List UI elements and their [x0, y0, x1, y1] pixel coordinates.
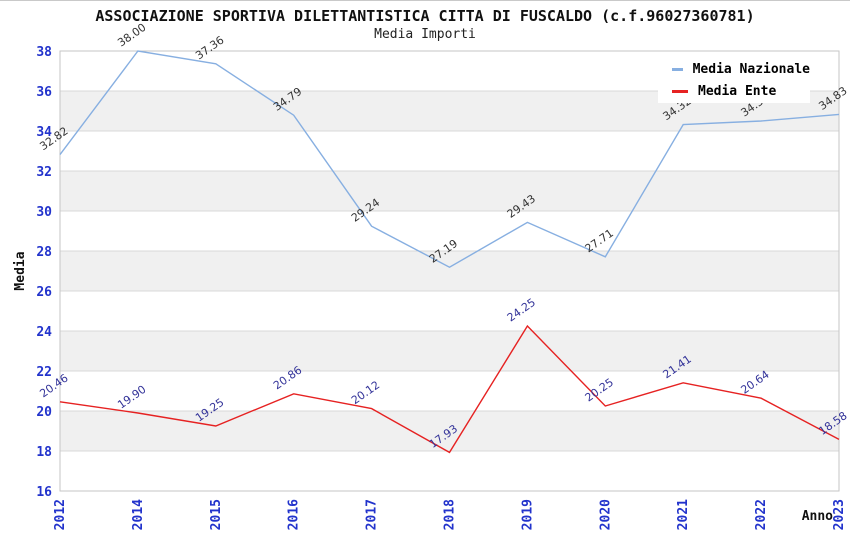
point-label: 19.90 — [115, 383, 148, 412]
plot-border — [59, 50, 840, 492]
series-line-media-ente — [59, 324, 840, 454]
x-tick-label: 2022 — [754, 499, 769, 530]
grid-band — [60, 331, 839, 371]
y-axis-title: Media — [13, 251, 28, 290]
y-tick-label: 24 — [36, 325, 52, 340]
x-tick-label: 2015 — [209, 499, 224, 530]
series-line-media-nazionale — [59, 50, 840, 268]
point-label: 38.00 — [115, 21, 148, 50]
y-tick-label: 38 — [36, 45, 52, 60]
y-tick-label: 30 — [36, 205, 52, 220]
y-tick-label: 22 — [36, 365, 52, 380]
y-tick-label: 26 — [36, 285, 52, 300]
point-label: 20.64 — [738, 368, 771, 397]
grid-band — [60, 171, 839, 211]
chart-title: ASSOCIAZIONE SPORTIVA DILETTANTISTICA CI… — [95, 7, 755, 25]
x-tick-label: 2020 — [598, 499, 613, 530]
y-tick-label: 34 — [36, 125, 52, 140]
x-tick-label: 2021 — [676, 499, 691, 530]
y-tick-label: 28 — [36, 245, 52, 260]
y-tick-label: 36 — [36, 85, 52, 100]
legend-item-media-nazionale: Media Nazionale — [672, 62, 810, 77]
media-ente-line-marker-icon — [672, 89, 688, 93]
point-label: 24.25 — [505, 296, 538, 325]
point-label: 37.36 — [193, 34, 226, 63]
x-tick-label: 2023 — [832, 499, 847, 530]
x-tick-label: 2019 — [520, 499, 535, 530]
legend-item-media-ente: Media Ente — [672, 84, 810, 99]
x-tick-label: 2018 — [443, 499, 458, 530]
legend-label: Media Nazionale — [692, 61, 810, 77]
x-axis-title: Anno — [802, 509, 833, 524]
y-tick-label: 16 — [36, 485, 52, 500]
x-tick-label: 2014 — [131, 499, 146, 530]
y-tick-label: 32 — [36, 165, 52, 180]
x-tick-label: 2012 — [53, 499, 68, 530]
x-tick-label: 2017 — [365, 499, 380, 530]
y-tick-label: 20 — [36, 405, 52, 420]
grid-band — [60, 411, 839, 451]
x-tick-label: 2016 — [287, 499, 302, 530]
y-tick-label: 18 — [36, 445, 52, 460]
legend-box: Media Nazionale Media Ente — [658, 57, 810, 103]
point-label: 20.12 — [349, 378, 382, 407]
grid-band — [60, 251, 839, 291]
chart-subtitle: Media Importi — [374, 27, 476, 42]
legend-label: Media Ente — [698, 83, 777, 99]
media-nazionale-line-marker-icon — [672, 67, 683, 71]
